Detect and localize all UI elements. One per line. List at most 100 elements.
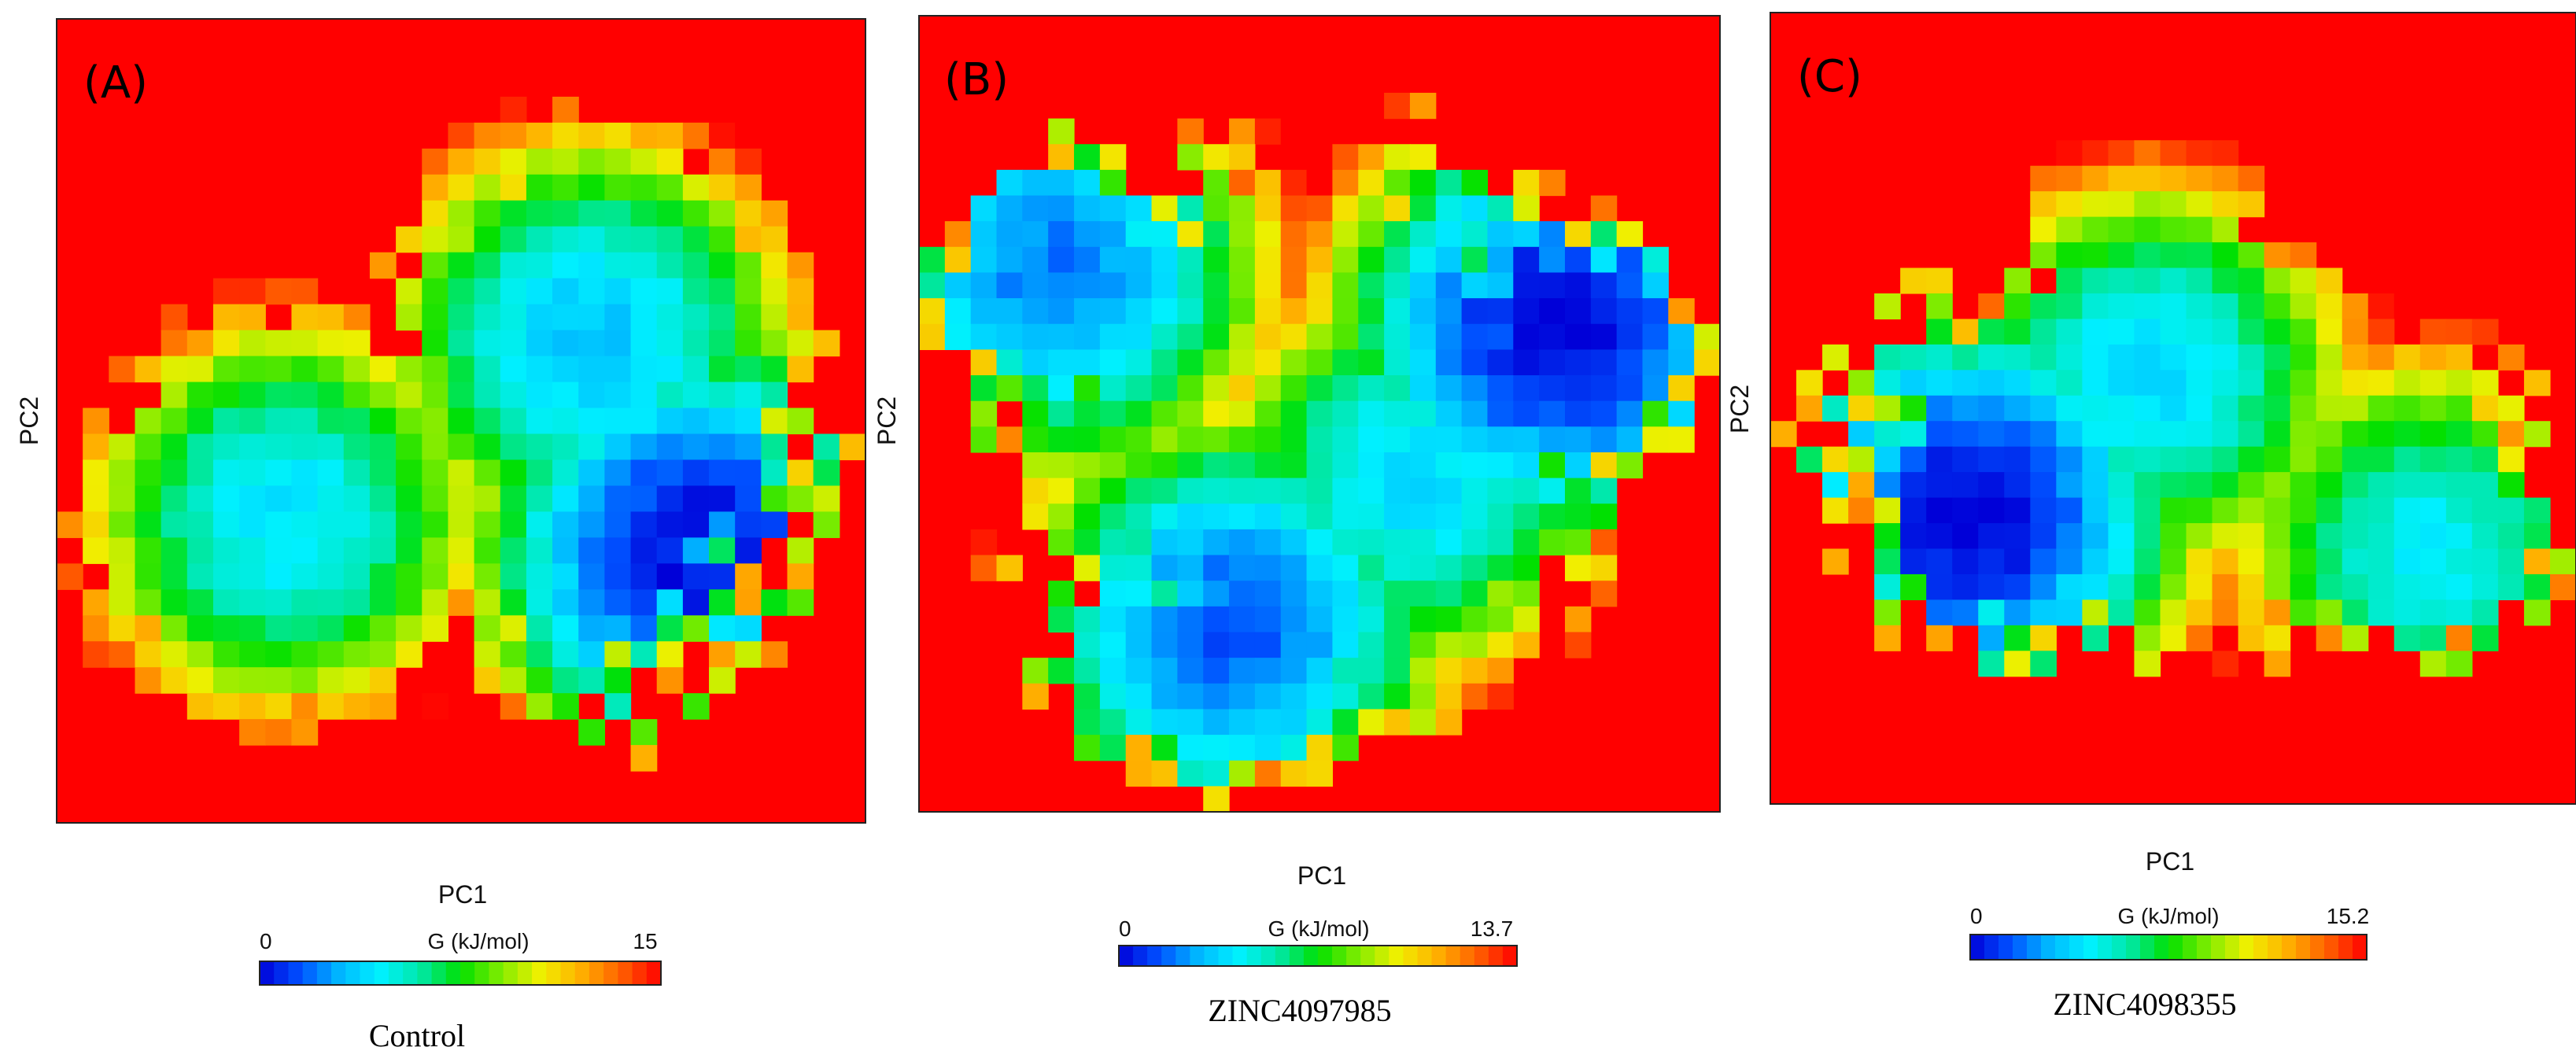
heatmap-cell [1306,529,1334,556]
heatmap-cell [1590,323,1618,350]
heatmap-cell [1900,523,1927,550]
heatmap-cell [996,426,1023,453]
heatmap-cell [970,555,998,581]
heatmap-cell [2497,472,2525,499]
heatmap-cell [239,330,266,357]
heatmap-cell [161,407,188,435]
heatmap-cell [1539,298,1566,325]
heatmap-cell [1280,169,1308,197]
panel-c: (C) PC2 PC1 0 G (kJ/mol) 15.2 ZINC409835… [1725,0,2576,1062]
panel-label: (B) [944,54,1009,105]
heatmap-cell [1254,272,1282,299]
heatmap-cell [1590,426,1618,453]
heatmap-cell [1280,683,1308,710]
heatmap-cell [1435,606,1463,633]
heatmap-cell [630,70,658,98]
heatmap-cell [1461,452,1489,479]
heatmap-cell [422,96,449,124]
heatmap-cell [2497,395,2525,422]
heatmap-cell [813,511,840,538]
heatmap-cell [396,382,423,409]
heatmap-cell [1822,472,1849,499]
heatmap-cell [2108,472,2135,499]
heatmap-cell [2419,651,2447,677]
colorbar-segment [632,961,648,985]
heatmap-cell [1384,375,1411,402]
heatmap-cell [1125,452,1153,479]
heatmap-cell [1177,529,1204,556]
heatmap-cell [2342,395,2369,422]
heatmap-cell [2367,344,2395,371]
heatmap-cell [1177,426,1204,453]
heatmap-cell [1177,272,1204,299]
heatmap-cell [135,433,162,461]
heatmap-cell [813,433,840,461]
heatmap-cell [604,511,632,538]
heatmap-cell [2264,319,2291,345]
heatmap-cell [2082,421,2109,448]
heatmap-cell [2056,191,2083,218]
heatmap-cell [656,407,684,435]
heatmap-cell [2134,497,2161,524]
heatmap-cell [1539,246,1566,274]
heatmap-cell [317,693,345,720]
heatmap-cell [1409,400,1437,427]
heatmap-cell [1151,478,1178,504]
heatmap-cell [1694,323,1721,350]
x-axis-label: PC1 [2146,847,2194,876]
heatmap-cell [1435,452,1463,479]
heatmap-cell [552,667,579,694]
heatmap-cell [1358,529,1385,556]
heatmap-cell [2160,191,2187,218]
colorbar-segment [2211,935,2226,960]
heatmap-cell [500,70,527,98]
heatmap-cell [2445,599,2473,626]
heatmap-cell [396,433,423,461]
heatmap-cell [2238,523,2265,550]
heatmap-cell [2212,216,2239,243]
colorbar-segment [2069,935,2084,960]
heatmap-cell [552,382,579,409]
heatmap-cell [2393,446,2421,473]
heatmap-cell [2367,599,2395,626]
heatmap-cell [1022,452,1049,479]
heatmap-cell [1254,735,1282,761]
heatmap-cell [1177,581,1204,607]
heatmap-cell [1435,169,1463,197]
heatmap-cell [682,304,710,331]
heatmap-cell [1590,298,1618,325]
colorbar-segment [2168,935,2183,960]
heatmap-cell [1358,400,1385,427]
heatmap-cell [604,693,632,720]
heatmap-cell [2393,497,2421,524]
heatmap-cell [2393,548,2421,575]
heatmap-cell [1539,349,1566,376]
heatmap-cell [1332,452,1359,479]
heatmap-cell [2004,651,2031,677]
heatmap-cell [1229,400,1256,427]
heatmap-cell [1125,683,1153,710]
heatmap-cell [2419,497,2447,524]
heatmap-cell [343,382,371,409]
heatmap-cell [604,667,632,694]
heatmap-cell [1203,272,1230,299]
heatmap-cell [2160,421,2187,448]
colorbar-segment [2098,935,2113,960]
heatmap-cell [552,174,579,201]
heatmap-cell [1254,683,1282,710]
heatmap-cell [317,537,345,564]
heatmap-cell [552,278,579,305]
heatmap-cell [1435,555,1463,581]
heatmap-cell [2030,421,2057,448]
heatmap-cell [1384,555,1411,581]
heatmap-cell [2186,625,2213,651]
colorbar-frame [259,961,662,986]
heatmap-cell [212,615,240,642]
heatmap-cell [1332,735,1359,761]
heatmap-cell [343,433,371,461]
heatmap-cell [1513,426,1540,453]
heatmap-cell [2160,63,2187,90]
heatmap-cell [2367,370,2395,396]
heatmap-cell [1203,581,1230,607]
heatmap-cell [2030,395,2057,422]
